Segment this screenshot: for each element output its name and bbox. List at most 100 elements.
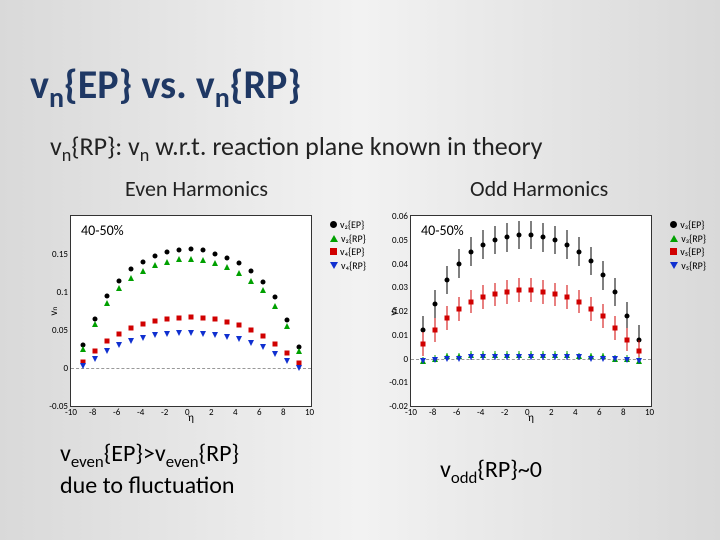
data-point	[588, 356, 594, 362]
data-point	[200, 331, 206, 337]
data-point	[213, 317, 218, 322]
right-conclusion: vodd{RP}~0	[440, 455, 542, 488]
data-point	[552, 354, 558, 360]
legend-item: v₃{EP}	[670, 218, 706, 232]
data-point	[577, 249, 582, 254]
x-tick: 4	[573, 407, 578, 418]
data-point	[457, 261, 462, 266]
data-point	[612, 356, 618, 362]
right-annot: 40-50%	[421, 222, 464, 239]
data-point	[104, 348, 110, 354]
x-tick: 4	[233, 407, 238, 418]
legend-item: v₄{EP}	[330, 245, 366, 259]
data-point	[189, 247, 194, 252]
data-point	[188, 330, 194, 336]
data-point	[248, 278, 254, 284]
data-point	[541, 235, 546, 240]
data-point	[625, 313, 630, 318]
data-point	[236, 336, 242, 342]
data-point	[152, 262, 158, 268]
x-tick: -2	[161, 407, 168, 418]
data-point	[421, 342, 426, 347]
legend-item: v₃{RP}	[670, 232, 706, 246]
data-point	[225, 320, 230, 325]
x-tick: 6	[597, 407, 602, 418]
data-point	[272, 303, 278, 309]
data-point	[164, 331, 170, 337]
data-point	[433, 328, 438, 333]
data-point	[260, 287, 266, 293]
data-point	[153, 253, 158, 258]
data-point	[249, 268, 254, 273]
data-point	[212, 260, 218, 266]
data-point	[129, 267, 134, 272]
even-harmonics-chart: vₙ η 40-50% v₂{EP}v₂{RP}v₄{EP}v₄{RP} -10…	[70, 215, 312, 407]
data-point	[200, 257, 206, 263]
data-point	[248, 340, 254, 346]
data-point	[129, 325, 134, 330]
slide-subtitle: vn{RP}: vn w.r.t. reaction plane known i…	[50, 130, 542, 166]
x-tick: 8	[281, 407, 286, 418]
data-point	[505, 290, 510, 295]
data-point	[80, 363, 86, 369]
data-point	[284, 358, 290, 364]
data-point	[272, 351, 278, 357]
x-tick: -8	[429, 407, 436, 418]
data-point	[189, 315, 194, 320]
data-point	[176, 330, 182, 336]
data-point	[284, 323, 290, 329]
data-point	[504, 354, 510, 360]
y-tick: 0.15	[52, 249, 68, 260]
data-point	[456, 356, 462, 362]
y-tick: -0.02	[389, 401, 408, 412]
data-point	[152, 332, 158, 338]
data-point	[116, 285, 122, 291]
x-tick: 0	[525, 407, 530, 418]
data-point	[273, 295, 278, 300]
y-tick: 0.06	[392, 211, 408, 222]
data-point	[236, 270, 242, 276]
data-point	[140, 335, 146, 341]
left-legend: v₂{EP}v₂{RP}v₄{EP}v₄{RP}	[330, 218, 366, 272]
data-point	[273, 341, 278, 346]
data-point	[141, 321, 146, 326]
data-point	[260, 344, 266, 350]
data-point	[577, 299, 582, 304]
data-point	[285, 350, 290, 355]
data-point	[433, 301, 438, 306]
data-point	[565, 242, 570, 247]
x-tick: -2	[501, 407, 508, 418]
data-point	[492, 354, 498, 360]
data-point	[637, 349, 642, 354]
data-point	[493, 292, 498, 297]
data-point	[177, 315, 182, 320]
data-point	[432, 357, 438, 363]
data-point	[177, 248, 182, 253]
data-point	[529, 287, 534, 292]
y-tick: 0.05	[392, 235, 408, 246]
data-point	[625, 337, 630, 342]
data-point	[224, 334, 230, 340]
data-point	[237, 323, 242, 328]
y-tick: 0.05	[52, 325, 68, 336]
data-point	[529, 233, 534, 238]
data-point	[188, 256, 194, 262]
data-point	[165, 316, 170, 321]
data-point	[93, 349, 98, 354]
data-point	[201, 315, 206, 320]
data-point	[481, 242, 486, 247]
x-tick: 2	[209, 407, 214, 418]
data-point	[105, 339, 110, 344]
data-point	[541, 290, 546, 295]
data-point	[624, 357, 630, 363]
legend-item: v₅{EP}	[670, 245, 706, 259]
data-point	[92, 321, 98, 327]
left-annot: 40-50%	[81, 222, 124, 239]
data-point	[164, 259, 170, 265]
data-point	[613, 325, 618, 330]
data-point	[128, 338, 134, 344]
x-tick: -4	[137, 407, 144, 418]
data-point	[165, 250, 170, 255]
legend-item: v₂{RP}	[330, 232, 366, 246]
data-point	[261, 334, 266, 339]
